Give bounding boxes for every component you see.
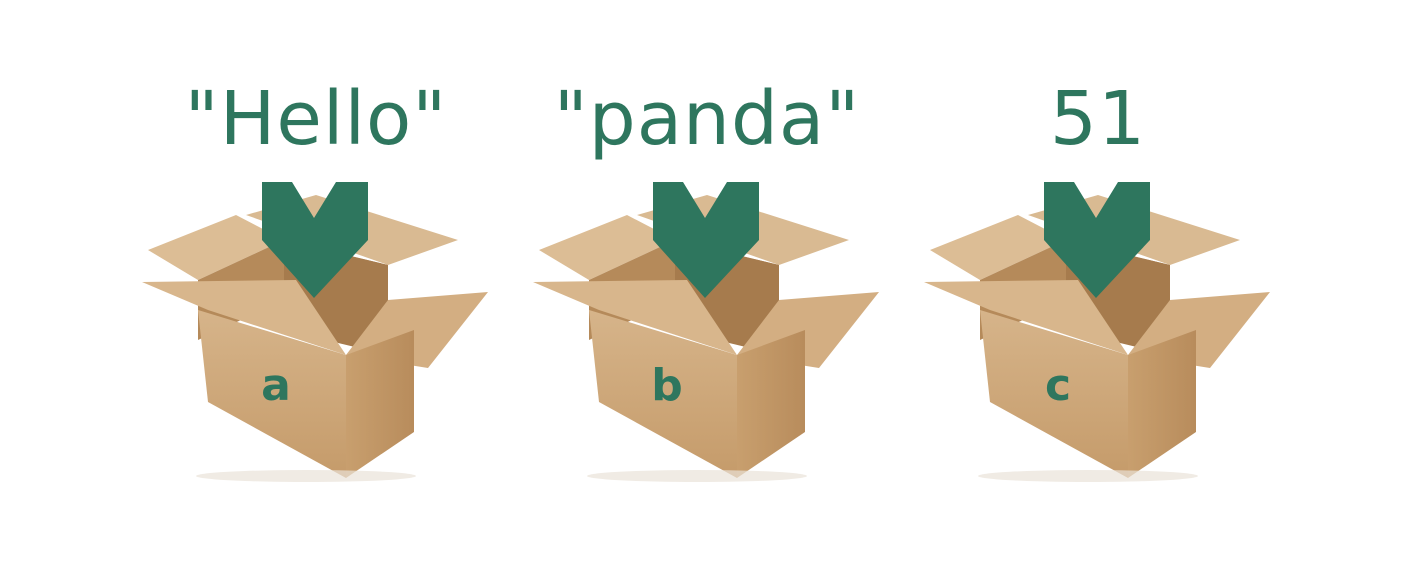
front-face — [198, 310, 346, 478]
front-face — [589, 310, 737, 478]
left-front-flap — [533, 280, 737, 355]
side-face — [737, 330, 805, 478]
down-chevron-icon — [653, 182, 759, 298]
open-box-icon — [924, 182, 1270, 482]
variable-name: c — [1044, 360, 1072, 411]
value-label: "Hello" — [184, 76, 448, 162]
variable-slot-a: "Hello" — [106, 0, 526, 567]
side-face — [1128, 330, 1196, 478]
left-back-flap — [930, 215, 1066, 280]
front-face — [980, 310, 1128, 478]
variable-slot-c: 51 c — [888, 0, 1308, 567]
side-face — [346, 330, 414, 478]
value-label: 51 — [1049, 76, 1147, 162]
variable-name: b — [651, 360, 683, 411]
left-front-flap — [924, 280, 1128, 355]
left-front-flap — [142, 280, 346, 355]
down-chevron-icon — [1044, 182, 1150, 298]
variable-name: a — [261, 360, 291, 411]
value-label: "panda" — [553, 76, 861, 162]
down-chevron-icon — [262, 182, 368, 298]
variable-slot-b: "panda" b — [497, 0, 917, 567]
left-back-flap — [148, 215, 284, 280]
open-box-icon — [142, 182, 488, 482]
left-back-flap — [539, 215, 675, 280]
open-box-icon — [533, 182, 879, 482]
